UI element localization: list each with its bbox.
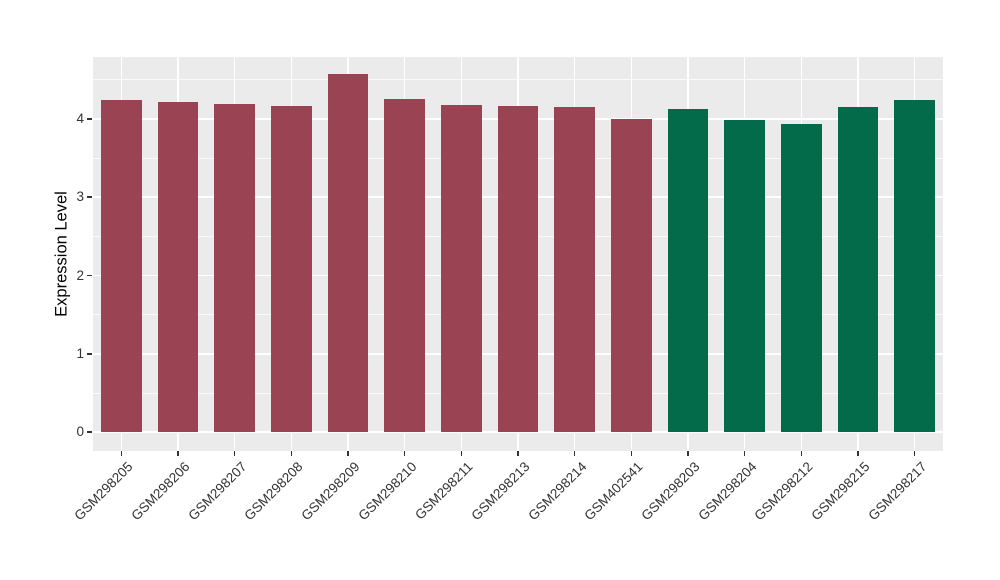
y-tick-label: 0 bbox=[76, 424, 84, 440]
y-tick-label: 3 bbox=[76, 189, 84, 205]
x-tick-label: GSM298207 bbox=[185, 459, 250, 524]
x-tick-label: GSM298214 bbox=[525, 459, 590, 524]
x-tick-label: GSM298215 bbox=[808, 459, 873, 524]
y-tick-label: 4 bbox=[76, 110, 84, 126]
x-tick-mark bbox=[233, 451, 236, 456]
y-tick-mark bbox=[87, 274, 92, 277]
bar-GSM402541 bbox=[610, 118, 652, 433]
x-tick-mark bbox=[743, 451, 746, 456]
bar-GSM298206 bbox=[157, 102, 199, 433]
y-tick-label: 1 bbox=[76, 345, 84, 361]
bar-GSM298213 bbox=[497, 105, 539, 433]
x-tick-label: GSM298212 bbox=[751, 459, 816, 524]
x-tick-mark bbox=[403, 451, 406, 456]
x-tick-mark bbox=[800, 451, 803, 456]
x-tick-mark bbox=[573, 451, 576, 456]
y-tick-mark bbox=[87, 353, 92, 355]
y-tick-mark bbox=[87, 431, 92, 433]
bar-GSM298214 bbox=[554, 107, 596, 433]
bar-GSM298207 bbox=[214, 103, 256, 433]
x-tick-label: GSM298203 bbox=[638, 459, 703, 524]
x-tick-label: GSM298209 bbox=[298, 459, 363, 524]
y-tick-mark bbox=[87, 118, 92, 120]
y-tick-mark bbox=[87, 196, 92, 198]
y-axis-title: Expression Level bbox=[52, 191, 71, 317]
x-tick-label: GSM298204 bbox=[695, 459, 760, 524]
x-tick-mark bbox=[460, 451, 463, 456]
x-tick-mark bbox=[517, 451, 519, 456]
x-tick-label: GSM298217 bbox=[865, 459, 930, 524]
x-tick-mark bbox=[857, 451, 859, 456]
x-tick-label: GSM298210 bbox=[355, 459, 420, 524]
x-tick-mark bbox=[290, 451, 293, 456]
x-tick-label: GSM298213 bbox=[468, 459, 533, 524]
x-tick-mark bbox=[347, 451, 349, 456]
x-tick-mark bbox=[630, 451, 633, 456]
bar-GSM298203 bbox=[667, 108, 709, 433]
bar-GSM298212 bbox=[780, 124, 822, 433]
x-tick-mark bbox=[687, 451, 689, 456]
bar-GSM298204 bbox=[724, 119, 766, 433]
x-tick-label: GSM298205 bbox=[71, 459, 136, 524]
x-tick-label: GSM298211 bbox=[412, 459, 476, 523]
bar-GSM298208 bbox=[270, 105, 312, 433]
plot-panel bbox=[93, 57, 943, 451]
bar-GSM298217 bbox=[894, 100, 936, 433]
x-tick-label: GSM298208 bbox=[241, 459, 306, 524]
bar-GSM298215 bbox=[837, 107, 879, 433]
x-tick-mark bbox=[177, 451, 179, 456]
bar-GSM298209 bbox=[327, 74, 369, 433]
x-tick-label: GSM402541 bbox=[581, 459, 646, 524]
bar-GSM298205 bbox=[100, 100, 142, 433]
bar-GSM298211 bbox=[440, 104, 482, 433]
y-tick-label: 2 bbox=[76, 267, 84, 283]
bar-GSM298210 bbox=[384, 98, 426, 433]
x-tick-mark bbox=[120, 451, 123, 456]
x-tick-label: GSM298206 bbox=[128, 459, 193, 524]
x-tick-mark bbox=[913, 451, 916, 456]
